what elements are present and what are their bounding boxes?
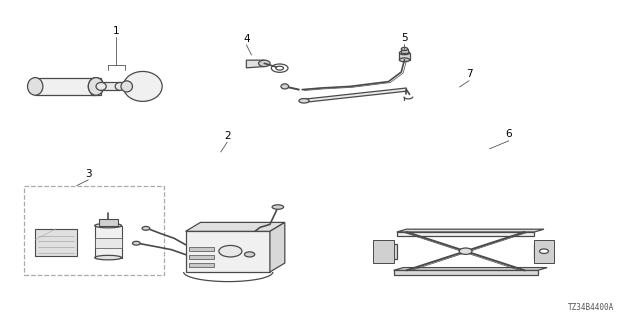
Text: 6: 6 [506, 129, 512, 139]
Polygon shape [270, 222, 285, 272]
Polygon shape [397, 229, 544, 232]
Bar [399, 53, 410, 60]
Text: 3: 3 [85, 169, 92, 179]
Ellipse shape [88, 77, 104, 95]
Polygon shape [127, 81, 143, 92]
Ellipse shape [219, 245, 242, 257]
Ellipse shape [244, 252, 255, 257]
Ellipse shape [299, 99, 309, 103]
Ellipse shape [276, 66, 284, 70]
Ellipse shape [95, 223, 122, 228]
Ellipse shape [272, 205, 284, 209]
Ellipse shape [401, 47, 408, 51]
Ellipse shape [88, 77, 104, 95]
Polygon shape [304, 88, 406, 102]
Bar [373, 240, 394, 263]
Polygon shape [101, 83, 120, 90]
Ellipse shape [124, 71, 162, 101]
Ellipse shape [259, 60, 270, 67]
Bar [189, 247, 214, 251]
Bar [534, 240, 554, 263]
Polygon shape [534, 244, 550, 259]
Polygon shape [380, 244, 397, 259]
Text: 4: 4 [243, 34, 250, 44]
Polygon shape [246, 60, 264, 68]
Ellipse shape [399, 58, 410, 62]
Text: 1: 1 [113, 27, 120, 36]
Bar [99, 219, 118, 226]
Bar [189, 255, 214, 259]
Polygon shape [186, 231, 270, 272]
Polygon shape [397, 232, 534, 236]
Bar [95, 226, 122, 258]
Bar [401, 49, 408, 53]
Polygon shape [394, 268, 547, 270]
Polygon shape [35, 78, 96, 95]
Ellipse shape [142, 227, 150, 230]
Text: 7: 7 [466, 69, 472, 79]
Ellipse shape [399, 51, 410, 55]
Polygon shape [394, 270, 538, 275]
Ellipse shape [96, 83, 106, 90]
Text: 2: 2 [224, 131, 230, 141]
Ellipse shape [132, 241, 140, 245]
Bar [24, 186, 164, 275]
Text: 5: 5 [401, 33, 408, 43]
Ellipse shape [460, 248, 472, 254]
Ellipse shape [95, 255, 122, 260]
Ellipse shape [28, 77, 43, 95]
Ellipse shape [281, 84, 289, 89]
Text: TZ34B4400A: TZ34B4400A [568, 303, 614, 312]
Bar [189, 263, 214, 267]
Polygon shape [186, 222, 285, 231]
Ellipse shape [121, 81, 132, 92]
Ellipse shape [540, 249, 548, 253]
Bar [35, 229, 77, 256]
Ellipse shape [115, 83, 125, 90]
Bar [95, 238, 122, 248]
Polygon shape [91, 78, 101, 95]
